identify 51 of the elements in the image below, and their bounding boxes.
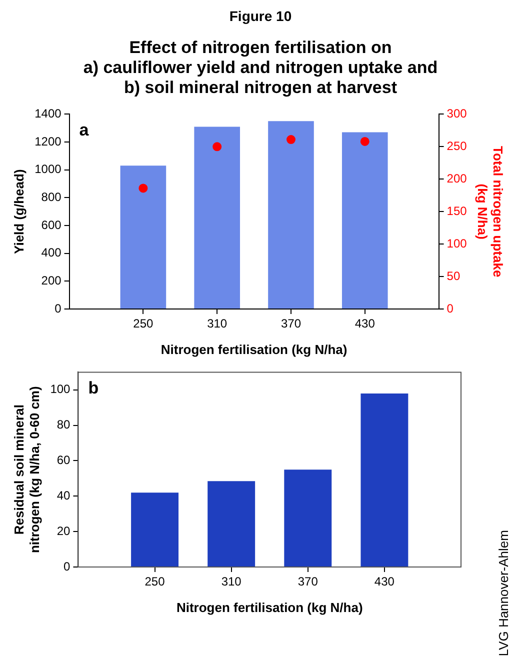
y2-tick-label: 100 <box>446 236 468 250</box>
point <box>286 135 296 144</box>
point <box>212 142 222 152</box>
bar <box>120 166 166 308</box>
y2-tick-label: 200 <box>446 171 468 186</box>
x-tick-label: 430 <box>374 574 395 589</box>
y-tick-label: 1400 <box>34 106 62 121</box>
x-tick-label: 370 <box>280 316 302 331</box>
x-axis-title: Nitrogen fertilisation (kg N/ha) <box>160 342 348 357</box>
y-tick-label: 60 <box>56 453 71 468</box>
bar <box>268 121 314 308</box>
y2-tick-label: 150 <box>446 204 468 218</box>
text: LVG Hannover-Ahlem <box>496 530 511 656</box>
y2-axis-title: Total nitrogen uptake (kg N/ha) <box>475 146 506 278</box>
point <box>360 136 370 146</box>
point <box>138 184 148 193</box>
bar <box>194 126 240 308</box>
x-tick-label: 250 <box>144 574 166 589</box>
y-axis-title: Yield (g/head) <box>11 169 26 254</box>
x-tick-label: 370 <box>298 574 318 589</box>
y-tick-label: 40 <box>56 488 71 502</box>
x-tick-label: 250 <box>133 316 154 331</box>
x-axis-title: Nitrogen fertilisation (kg N/ha) <box>176 600 363 615</box>
bar <box>208 481 256 566</box>
y-axis-title: Residual soil mineral nitrogen (kg N/ha, 0-60 cm) <box>11 386 42 554</box>
bar <box>131 492 179 566</box>
annotation: a <box>79 120 90 140</box>
y-tick-label: 600 <box>41 218 62 232</box>
y2-tick-label: 250 <box>446 138 468 153</box>
y2-tick-label: 300 <box>446 106 468 121</box>
annotation: b <box>88 378 99 398</box>
bar <box>360 393 408 566</box>
y-tick-label: 800 <box>41 190 62 204</box>
x-tick-label: 310 <box>221 574 242 589</box>
y-tick-label: 400 <box>41 246 62 260</box>
y-tick-label: 0 <box>54 301 62 316</box>
bar <box>284 470 332 566</box>
bar <box>342 132 388 308</box>
y-tick-label: 1200 <box>34 134 62 148</box>
x-tick-label: 310 <box>207 316 228 331</box>
chart-title: Figure 10 <box>228 8 293 24</box>
y2-tick-label: 0 <box>446 301 454 316</box>
chart-subtitle: Effect of nitrogen fertilisation on a) cauliflower yield and nitrogen uptake and b) soil mineral nitrogen at harvest <box>82 38 439 98</box>
y-tick-label: 20 <box>56 524 71 538</box>
y2-tick-label: 50 <box>446 268 460 283</box>
y-tick-label: 1000 <box>34 162 62 176</box>
y-tick-label: 0 <box>64 559 71 574</box>
y-tick-label: 100 <box>50 382 71 396</box>
y-tick-label: 80 <box>56 418 71 432</box>
x-tick-label: 430 <box>354 316 376 331</box>
y-tick-label: 200 <box>41 273 62 288</box>
